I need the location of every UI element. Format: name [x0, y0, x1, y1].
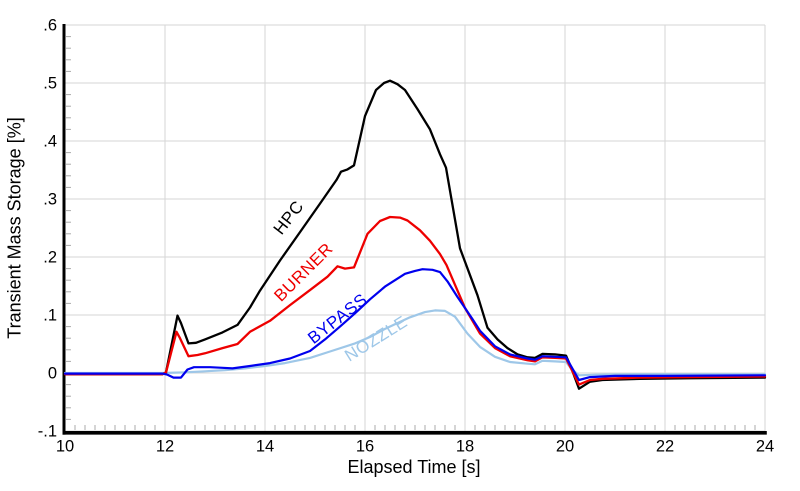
curve-label-nozzle: NOZZLE	[341, 312, 410, 365]
y-axis-title: Transient Mass Storage [%]	[4, 117, 25, 339]
series-line-bypass	[63, 268, 767, 382]
series-line-burner	[63, 215, 767, 386]
series-line-hpc	[63, 79, 767, 390]
x-tick-label: 22	[656, 438, 674, 456]
x-tick-label: 14	[256, 438, 274, 456]
y-tick-label: -.1	[38, 423, 57, 441]
y-tick-label: .5	[43, 75, 57, 93]
y-tick-label: .6	[43, 17, 57, 35]
gridlines	[64, 24, 766, 432]
series-curves	[63, 79, 767, 390]
x-tick-label: 18	[456, 438, 474, 456]
tick-labels: 10 12 14 16 18 20 22 24 -.1 0 .1 .2 .3 .4 .5 .6	[38, 17, 774, 456]
y-tick-label: .1	[43, 307, 57, 325]
x-tick-label: 20	[556, 438, 574, 456]
y-tick-label: 0	[48, 365, 57, 383]
x-axis-title: Elapsed Time [s]	[347, 457, 481, 477]
y-tick-label: .3	[43, 191, 57, 209]
minor-ticks	[66, 36, 756, 430]
x-tick-label: 16	[356, 438, 374, 456]
y-tick-label: .4	[43, 133, 57, 151]
axes	[62, 24, 767, 435]
x-tick-label: 10	[56, 438, 74, 456]
x-tick-label: 12	[156, 438, 174, 456]
curve-label-hpc: HPC	[270, 197, 308, 238]
y-tick-label: .2	[43, 249, 57, 267]
series-line-nozzle	[63, 309, 767, 377]
x-tick-label: 24	[756, 438, 774, 456]
